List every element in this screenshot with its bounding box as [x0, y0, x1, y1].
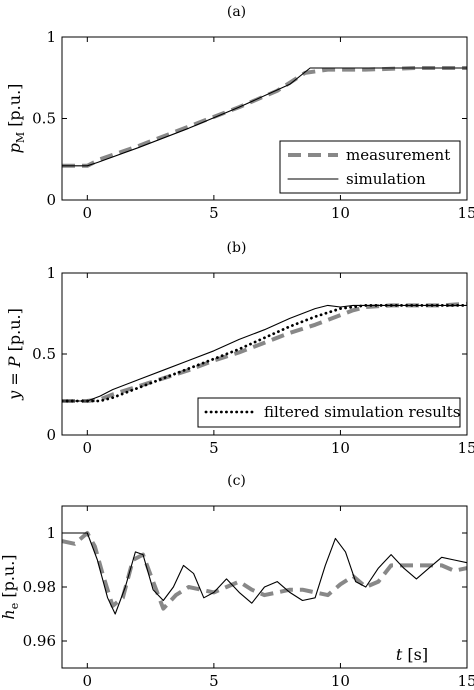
- y-tick-label: 0: [46, 191, 56, 209]
- series-line-dashed: [62, 301, 467, 403]
- y-tick-label: 1: [46, 264, 56, 282]
- x-tick-label: 15: [457, 439, 474, 457]
- y-axis-label: pM [p.u.]: [5, 84, 27, 154]
- y-axis-label-unit: [p.u.]: [5, 84, 24, 132]
- y-axis-label-main: h: [0, 609, 18, 619]
- legend-label: simulation: [346, 170, 426, 188]
- panel-label: (a): [227, 4, 246, 20]
- x-tick-label: 10: [331, 672, 350, 690]
- y-axis-label-main: y = P: [5, 356, 24, 401]
- panel-1: (a) 0 5 10 15 0 0.5 1 pM [p.u.] measurement simula…: [5, 4, 474, 222]
- series-line-simulation: [62, 67, 467, 167]
- y-tick-label: 0.5: [32, 110, 56, 128]
- y-tick-label: 1: [46, 524, 56, 542]
- y-tick-label: 0: [46, 426, 56, 444]
- panel-2: (b) 0 5 10 15 0 0.5 1 y = P [p.u.] filtered simul…: [5, 240, 474, 457]
- x-tick-label: 10: [331, 204, 350, 222]
- x-tick-label: 15: [457, 672, 474, 690]
- x-tick-label: 15: [457, 204, 474, 222]
- y-tick-label: 0.98: [23, 578, 56, 596]
- x-tick-label: 5: [209, 439, 219, 457]
- y-axis-label-unit: [p.u.]: [5, 308, 24, 356]
- panel-label: (b): [227, 240, 247, 256]
- x-axis-label: t [s]: [396, 645, 428, 664]
- series-line-filtered-simulation-results: [62, 304, 467, 403]
- panel-3: (c) 0 5 10 15 0.96 0.98 1 he [p.u.] t [s]: [0, 473, 474, 690]
- y-axis-label-main: p: [5, 143, 24, 153]
- x-axis-label-main: t: [396, 645, 403, 664]
- legend-label: measurement: [346, 146, 450, 164]
- x-tick-label: 5: [209, 204, 219, 222]
- series-line-dashed: [62, 531, 467, 611]
- x-tick-label: 0: [83, 204, 93, 222]
- x-tick-label: 0: [83, 672, 93, 690]
- y-tick-label: 1: [46, 28, 56, 46]
- legend-box: [279, 140, 461, 194]
- y-tick-label: 0.5: [32, 345, 56, 363]
- x-tick-label: 5: [209, 672, 219, 690]
- series-line-solid: [62, 532, 467, 615]
- legend-label: filtered simulation results: [264, 403, 460, 421]
- y-axis-label-sub: e: [8, 603, 21, 610]
- x-tick-label: 0: [83, 439, 93, 457]
- y-axis-label: y = P [p.u.]: [5, 308, 24, 401]
- y-axis-label: he [p.u.]: [0, 554, 21, 619]
- y-axis-label-sub: M: [14, 132, 27, 143]
- x-tick-label: 10: [331, 439, 350, 457]
- y-axis-label-unit: [p.u.]: [0, 554, 18, 602]
- panel-label: (c): [227, 473, 246, 489]
- y-tick-label: 0.96: [23, 632, 56, 650]
- legend: filtered simulation results: [197, 397, 461, 428]
- series-line-solid: [62, 304, 467, 402]
- x-axis-label-unit: [s]: [402, 645, 428, 664]
- legend: measurement simulation: [279, 140, 461, 194]
